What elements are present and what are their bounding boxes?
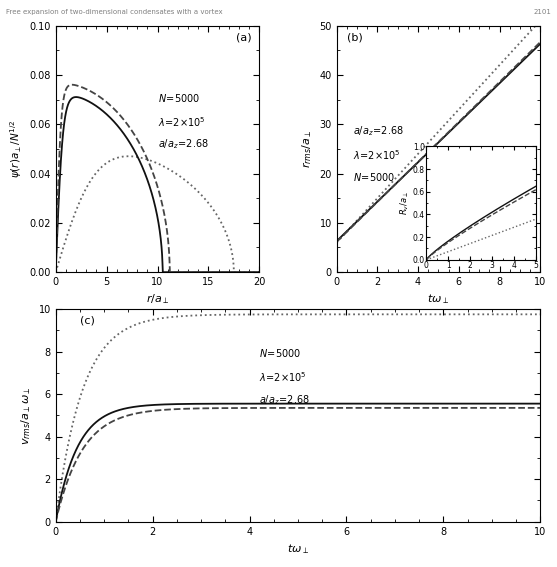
X-axis label: $t\omega_\perp$: $t\omega_\perp$: [287, 542, 309, 556]
Y-axis label: $r_{rms}/a_\perp$: $r_{rms}/a_\perp$: [300, 129, 314, 168]
Text: (a): (a): [236, 33, 251, 43]
Text: $N\!=\!5000$
$\lambda\!=\!2{\times}10^5$
$a/a_z\!=\!2.68$: $N\!=\!5000$ $\lambda\!=\!2{\times}10^5$…: [259, 347, 310, 407]
Y-axis label: $\psi(r)a_\perp/N^{1/2}$: $\psi(r)a_\perp/N^{1/2}$: [8, 120, 24, 178]
X-axis label: $t\omega_\perp$: $t\omega_\perp$: [427, 293, 449, 306]
X-axis label: $r/a_\perp$: $r/a_\perp$: [146, 293, 169, 306]
Text: (c): (c): [80, 315, 95, 325]
Text: Free expansion of two-dimensional condensates with a vortex: Free expansion of two-dimensional conden…: [6, 9, 222, 15]
Text: 2101: 2101: [534, 9, 551, 15]
Text: $N\!=\!5000$
$\lambda\!=\!2{\times}10^5$
$a/a_z\!=\!2.68$: $N\!=\!5000$ $\lambda\!=\!2{\times}10^5$…: [158, 92, 208, 151]
Text: (b): (b): [347, 33, 363, 43]
Y-axis label: $v_{rms}/a_\perp\omega_\perp$: $v_{rms}/a_\perp\omega_\perp$: [19, 386, 33, 445]
Text: $a/a_z\!=\!2.68$
$\lambda\!=\!2{\times}10^5$
$N\!=\!5000$: $a/a_z\!=\!2.68$ $\lambda\!=\!2{\times}1…: [353, 124, 404, 183]
